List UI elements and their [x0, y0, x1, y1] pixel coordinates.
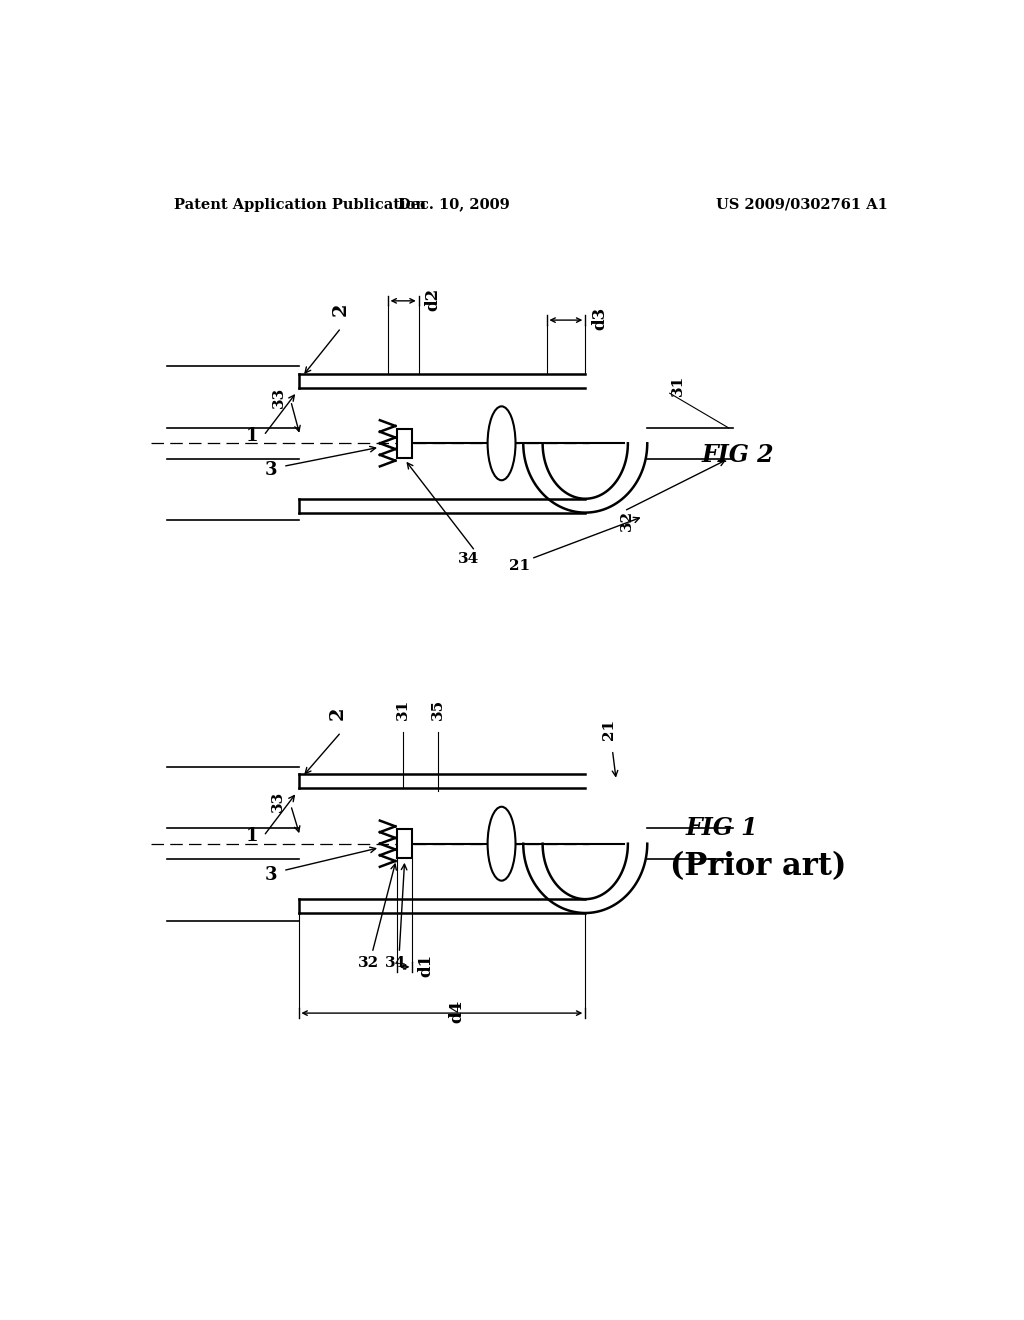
Text: 1: 1 — [246, 828, 258, 845]
Text: Patent Application Publication: Patent Application Publication — [174, 198, 427, 211]
Text: (Prior art): (Prior art) — [671, 851, 847, 882]
Text: 32: 32 — [357, 956, 379, 970]
Text: 31: 31 — [671, 375, 684, 396]
Ellipse shape — [487, 807, 515, 880]
Ellipse shape — [487, 407, 515, 480]
Text: FIG 2: FIG 2 — [701, 442, 774, 467]
Bar — [397, 429, 413, 458]
Text: 2: 2 — [329, 708, 346, 721]
Text: 21: 21 — [601, 718, 615, 739]
Text: 31: 31 — [396, 700, 411, 721]
Text: 3: 3 — [265, 461, 278, 479]
Text: 33: 33 — [270, 791, 285, 812]
Text: 21: 21 — [509, 560, 530, 573]
Text: d3: d3 — [592, 308, 608, 330]
Text: 34: 34 — [385, 956, 406, 970]
Text: 35: 35 — [431, 700, 445, 721]
Text: 34: 34 — [459, 552, 479, 566]
Text: d2: d2 — [425, 288, 441, 312]
Text: 32: 32 — [621, 510, 634, 531]
Text: 1: 1 — [246, 426, 258, 445]
Text: 33: 33 — [272, 387, 286, 408]
Text: 3: 3 — [265, 866, 278, 883]
Text: Dec. 10, 2009: Dec. 10, 2009 — [397, 198, 509, 211]
Text: FIG 1: FIG 1 — [686, 816, 759, 841]
Bar — [397, 829, 413, 858]
Text: d4: d4 — [449, 1001, 465, 1023]
Text: 2: 2 — [332, 302, 350, 317]
Text: d1: d1 — [417, 954, 434, 977]
Text: US 2009/0302761 A1: US 2009/0302761 A1 — [717, 198, 888, 211]
